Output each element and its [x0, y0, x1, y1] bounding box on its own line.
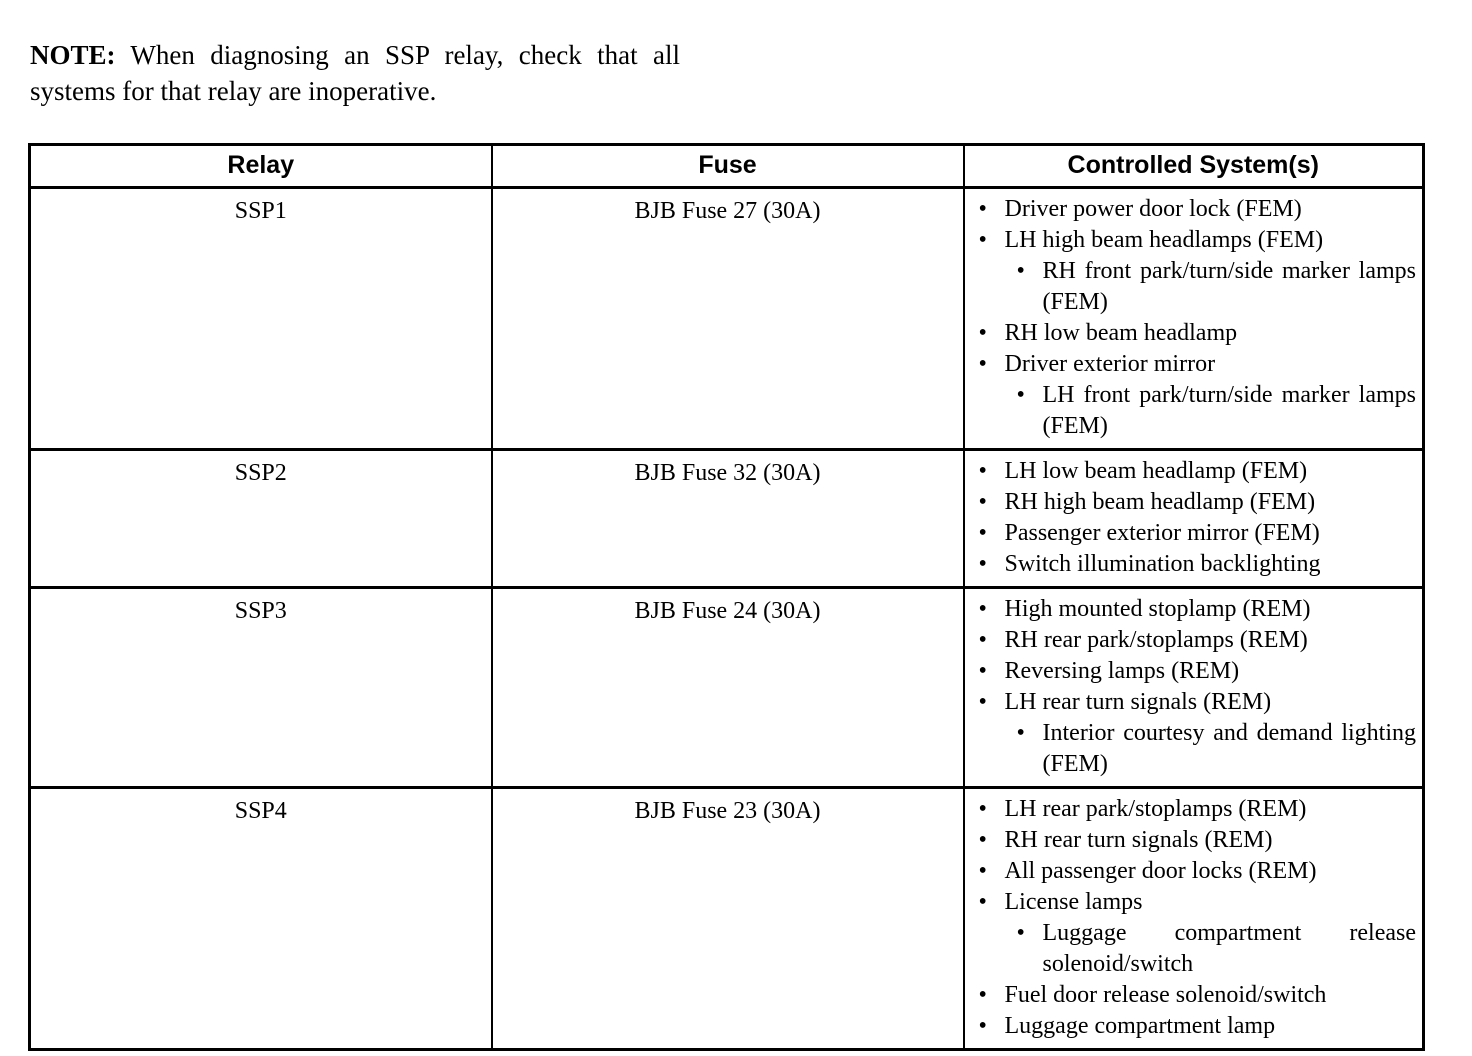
- controlled-systems-cell: LH low beam headlamp (FEM)RH high beam h…: [962, 448, 1425, 589]
- list-item: RH rear turn signals (REM): [965, 825, 1417, 856]
- list-item: Driver power door lock (FEM): [965, 194, 1417, 225]
- column-header-controlled-systems: Controlled System(s): [962, 143, 1425, 189]
- list-item: RH rear park/stoplamps (REM): [965, 625, 1417, 656]
- note: NOTE: When diagnosing an SSP relay, chec…: [30, 37, 680, 109]
- relay-cell: SSP3: [28, 586, 493, 789]
- note-label: NOTE:: [30, 40, 116, 70]
- controlled-systems-list: Driver power door lock (FEM)LH high beam…: [965, 194, 1417, 442]
- controlled-systems-cell: LH rear park/stoplamps (REM)RH rear turn…: [962, 786, 1425, 1051]
- list-item: Interior courtesy and demand lighting (F…: [965, 718, 1416, 780]
- list-item: LH rear turn signals (REM): [965, 687, 1417, 718]
- list-item: Switch illumination backlighting: [965, 549, 1417, 580]
- fuse-cell: BJB Fuse 27 (30A): [490, 186, 965, 451]
- list-item: LH rear park/stoplamps (REM): [965, 794, 1417, 825]
- controlled-systems-list: LH low beam headlamp (FEM)RH high beam h…: [965, 456, 1417, 580]
- list-item: Luggage compartment release solenoid/swi…: [965, 918, 1416, 980]
- relay-cell: SSP4: [28, 786, 493, 1051]
- list-item: Reversing lamps (REM): [965, 656, 1417, 687]
- list-item: High mounted stoplamp (REM): [965, 594, 1417, 625]
- fuse-cell: BJB Fuse 23 (30A): [490, 786, 965, 1051]
- controlled-systems-cell: Driver power door lock (FEM)LH high beam…: [962, 186, 1425, 451]
- list-item: LH front park/turn/side marker lamps (FE…: [965, 380, 1416, 442]
- fuse-cell: BJB Fuse 32 (30A): [490, 448, 965, 589]
- list-item: All passenger door locks (REM): [965, 856, 1417, 887]
- column-header-fuse: Fuse: [490, 143, 965, 189]
- controlled-systems-list: LH rear park/stoplamps (REM)RH rear turn…: [965, 794, 1417, 1042]
- table-header-row: Relay Fuse Controlled System(s): [28, 143, 1425, 189]
- list-item: RH high beam headlamp (FEM): [965, 487, 1417, 518]
- fuse-cell: BJB Fuse 24 (30A): [490, 586, 965, 789]
- controlled-systems-list: High mounted stoplamp (REM)RH rear park/…: [965, 594, 1417, 780]
- column-header-relay: Relay: [28, 143, 493, 189]
- relay-cell: SSP1: [28, 186, 493, 451]
- list-item: License lamps: [965, 887, 1417, 918]
- list-item: Fuel door release solenoid/switch: [965, 980, 1417, 1011]
- list-item: Passenger exterior mirror (FEM): [965, 518, 1417, 549]
- list-item: LH low beam headlamp (FEM): [965, 456, 1417, 487]
- controlled-systems-cell: High mounted stoplamp (REM)RH rear park/…: [962, 586, 1425, 789]
- relay-fuse-table: Relay Fuse Controlled System(s) SSP1 BJB …: [28, 143, 1425, 1051]
- note-text: When diagnosing an SSP relay, check that…: [30, 40, 681, 106]
- relay-cell: SSP2: [28, 448, 493, 589]
- list-item: Driver exterior mirror: [965, 349, 1417, 380]
- list-item: Luggage compartment lamp: [965, 1011, 1417, 1042]
- list-item: RH low beam headlamp: [965, 318, 1417, 349]
- list-item: RH front park/turn/side marker lamps (FE…: [965, 256, 1416, 318]
- list-item: LH high beam headlamps (FEM): [965, 225, 1417, 256]
